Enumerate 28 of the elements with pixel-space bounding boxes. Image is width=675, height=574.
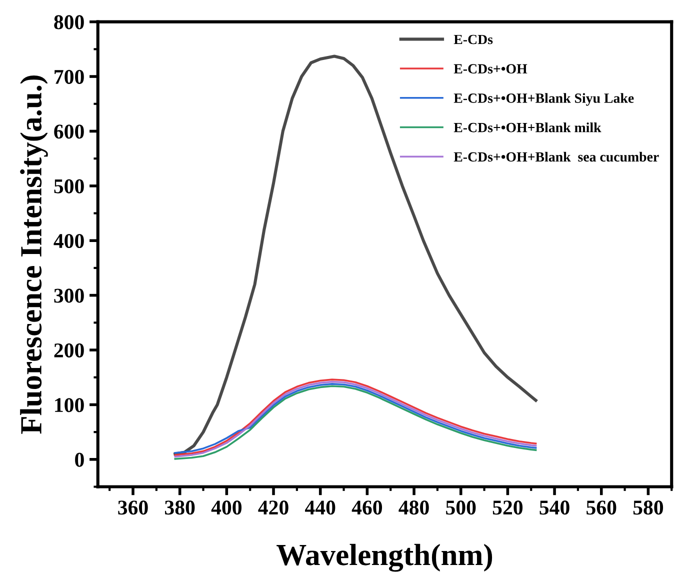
x-tick-label: 520 xyxy=(492,500,523,515)
y-axis-title: Fluorescence Intensity(a.u.) xyxy=(20,76,48,434)
x-tick-label: 440 xyxy=(305,500,336,515)
x-tick-label: 400 xyxy=(211,500,242,515)
legend-label: E-CDs+•OH xyxy=(454,64,528,74)
x-tick-label: 460 xyxy=(352,500,382,515)
y-tick-label: 200 xyxy=(54,343,84,358)
y-tick-label: 100 xyxy=(55,398,84,412)
y-tick-label: 700 xyxy=(54,70,84,84)
y-tick-label: 0 xyxy=(75,452,84,467)
y-tick-label: 800 xyxy=(54,15,84,30)
x-axis-title: Wavelength(nm) xyxy=(276,544,492,572)
y-tick-label: 600 xyxy=(54,124,84,139)
x-tick-label: 420 xyxy=(258,500,288,515)
x-tick-label: 500 xyxy=(446,500,476,515)
x-tick-label: 540 xyxy=(540,500,570,515)
x-tick-label: 480 xyxy=(398,500,429,515)
y-tick-label: 500 xyxy=(54,179,84,194)
legend-label: E-CDs+•OH+Blank milk xyxy=(454,122,602,132)
legend-label: E-CDs+•OH+Blank Siyu Lake xyxy=(454,93,634,106)
x-tick-label: 580 xyxy=(633,500,664,515)
x-tick-label: 560 xyxy=(586,500,616,515)
y-tick-label: 400 xyxy=(54,234,84,248)
y-tick-label: 300 xyxy=(54,288,84,303)
x-tick-label: 380 xyxy=(165,500,195,515)
x-tick-label: 360 xyxy=(118,500,148,515)
legend-label: E-CDs+•OH+Blank sea cucumber xyxy=(454,152,659,162)
legend-label: E-CDs xyxy=(454,34,493,44)
